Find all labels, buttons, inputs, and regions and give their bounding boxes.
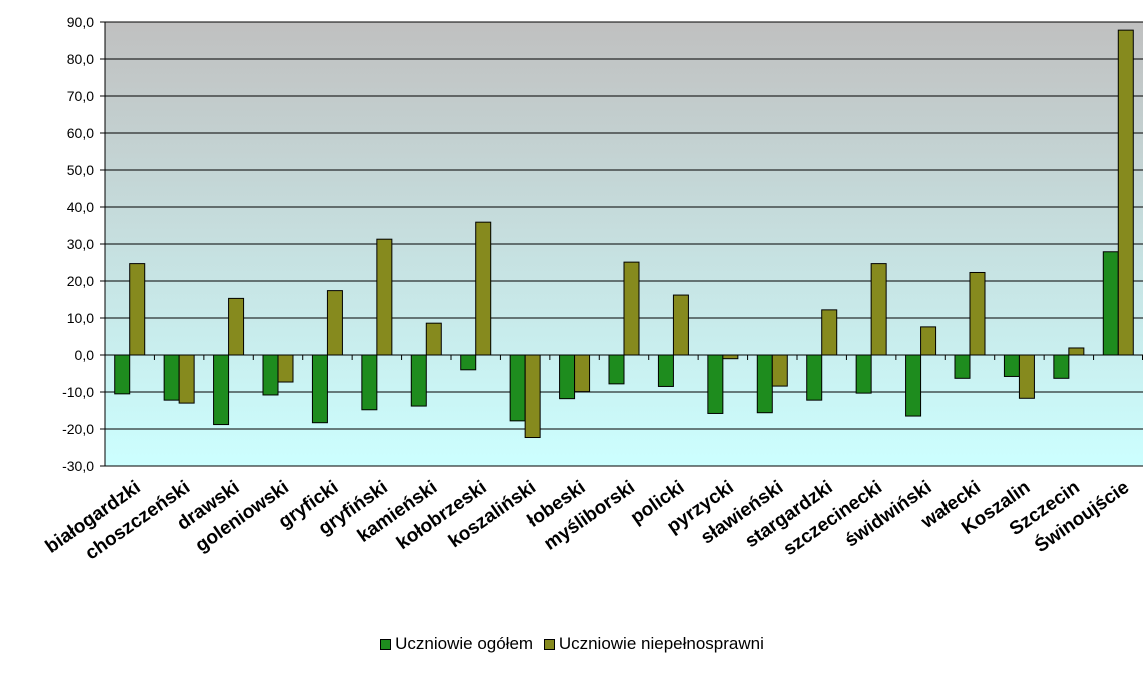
bar-uczniowie-ogolem <box>509 354 526 422</box>
bar-uczniowie-niepelnosprawni <box>1068 347 1085 356</box>
y-tick-label: 50,0 <box>67 162 94 178</box>
bar-uczniowie-niepelnosprawni <box>969 271 986 356</box>
bar-uczniowie-niepelnosprawni <box>425 322 442 356</box>
bar-uczniowie-niepelnosprawni <box>376 238 393 356</box>
bar-uczniowie-niepelnosprawni <box>524 354 541 439</box>
y-tick-label: 20,0 <box>67 273 94 289</box>
bar-uczniowie-ogolem <box>410 354 427 407</box>
bar-uczniowie-ogolem <box>905 354 922 417</box>
bar-uczniowie-niepelnosprawni <box>129 263 146 356</box>
bar-uczniowie-ogolem <box>114 354 131 395</box>
y-tick-label: 70,0 <box>67 88 94 104</box>
bar-uczniowie-niepelnosprawni <box>178 354 195 404</box>
y-axis-tick-labels: -30,0 -20,0 -10,0 0,0 10,0 20,0 30,0 40,0 50,0 60… <box>62 14 94 474</box>
bar-uczniowie-niepelnosprawni <box>1117 29 1134 356</box>
x-axis-category-labels: białogardzkichoszczeńskidrawskigoleniows… <box>42 476 1133 564</box>
legend-swatch-olive <box>543 638 555 650</box>
bar-uczniowie-ogolem <box>460 354 477 371</box>
y-tick-label: -10,0 <box>62 384 94 400</box>
legend-label: Uczniowie niepełnosprawni <box>558 634 764 653</box>
y-tick-label: 30,0 <box>67 236 94 252</box>
bar-uczniowie-ogolem <box>855 354 872 394</box>
bar-uczniowie-ogolem <box>262 354 279 396</box>
bar-uczniowie-niepelnosprawni <box>821 309 838 356</box>
y-tick-label: -20,0 <box>62 421 94 437</box>
y-tick-label: 40,0 <box>67 199 94 215</box>
legend-item-uczniowie-niepelnosprawni: Uczniowie niepełnosprawni <box>543 634 764 654</box>
bar-uczniowie-niepelnosprawni <box>228 297 245 356</box>
bar-uczniowie-ogolem <box>163 354 180 401</box>
bar-uczniowie-niepelnosprawni <box>277 354 294 383</box>
bar-uczniowie-niepelnosprawni <box>574 354 591 393</box>
legend: Uczniowie ogółem Uczniowie niepełnospraw… <box>0 634 1144 655</box>
y-tick-label: 90,0 <box>67 14 94 30</box>
bar-uczniowie-ogolem <box>806 354 823 401</box>
bar-uczniowie-ogolem <box>954 354 971 379</box>
y-tick-label: 10,0 <box>67 310 94 326</box>
bar-uczniowie-ogolem <box>361 354 378 411</box>
bar-uczniowie-niepelnosprawni <box>771 354 788 387</box>
bar-uczniowie-niepelnosprawni <box>870 263 887 356</box>
bar-uczniowie-niepelnosprawni <box>722 354 739 360</box>
bar-chart: -30,0 -20,0 -10,0 0,0 10,0 20,0 30,0 40,0 50,0 60… <box>42 14 1143 564</box>
legend-item-uczniowie-ogolem: Uczniowie ogółem <box>380 634 533 654</box>
bar-uczniowie-niepelnosprawni <box>1018 354 1035 399</box>
axes <box>100 21 1143 467</box>
bar-uczniowie-ogolem <box>608 354 625 385</box>
legend-swatch-green <box>380 638 392 650</box>
bar-uczniowie-niepelnosprawni <box>326 290 343 356</box>
bar-uczniowie-niepelnosprawni <box>672 294 689 356</box>
bar-uczniowie-ogolem <box>1053 354 1070 379</box>
bar-uczniowie-niepelnosprawni <box>475 221 492 356</box>
bar-uczniowie-ogolem <box>657 354 674 387</box>
bar-uczniowie-ogolem <box>559 354 576 400</box>
bar-uczniowie-ogolem <box>1102 251 1119 356</box>
bar-uczniowie-ogolem <box>756 354 773 414</box>
bar-uczniowie-niepelnosprawni <box>920 326 937 356</box>
bar-uczniowie-niepelnosprawni <box>623 261 640 356</box>
y-tick-label: 60,0 <box>67 125 94 141</box>
bar-uczniowie-ogolem <box>707 354 724 414</box>
bar-uczniowie-ogolem <box>1003 354 1020 377</box>
bar-uczniowie-ogolem <box>311 354 328 424</box>
y-tick-label: 80,0 <box>67 51 94 67</box>
bar-uczniowie-ogolem <box>213 354 230 426</box>
y-tick-label: -30,0 <box>62 458 94 474</box>
bars <box>114 29 1134 439</box>
y-tick-label: 0,0 <box>75 347 95 363</box>
legend-label: Uczniowie ogółem <box>395 634 534 653</box>
